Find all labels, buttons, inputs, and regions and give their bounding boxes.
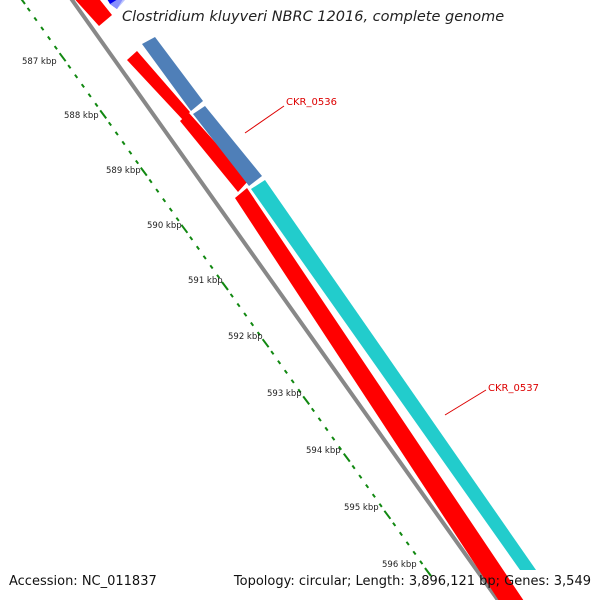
- ruler-minor-tick: [317, 417, 322, 422]
- ruler-major-tick: [99, 109, 107, 120]
- ruler-minor-tick: [47, 35, 52, 41]
- ruler-minor-tick: [107, 121, 112, 127]
- ruler-minor-tick: [338, 445, 343, 451]
- ruler-minor-tick: [283, 369, 288, 374]
- ruler-minor-tick: [128, 150, 133, 155]
- ruler-minor-tick: [324, 426, 329, 432]
- ruler-minor-tick: [243, 312, 248, 317]
- ruler-minor-tick: [365, 484, 370, 489]
- ruler-minor-tick: [351, 464, 356, 470]
- callout-line-CKR_0536: [244, 105, 285, 134]
- ruler-minor-tick: [256, 331, 261, 336]
- ruler-minor-tick: [378, 503, 383, 508]
- ruler-minor-tick: [236, 302, 241, 308]
- ruler-track: 587 kbp 588 kbp 589 kbp 590 kbp 591 kbp 592 k…: [20, 0, 432, 577]
- ruler-minor-tick: [277, 360, 282, 365]
- map-title: Clostridium kluyveri NBRC 12016, complet…: [122, 9, 505, 25]
- ruler-tick-label: 588 kbp: [64, 111, 99, 121]
- ruler-minor-tick: [392, 522, 397, 527]
- gene-arrow-red-1[interactable]: [127, 51, 190, 120]
- ruler-major-tick: [424, 567, 432, 577]
- genome-summary: Topology: circular; Length: 3,896,121 bp…: [233, 574, 591, 589]
- ruler-minor-tick: [26, 7, 31, 12]
- ruler-minor-tick: [121, 140, 126, 146]
- ruler-minor-tick: [94, 102, 99, 108]
- ruler-minor-tick: [175, 217, 180, 222]
- ruler-minor-tick: [398, 531, 403, 537]
- ruler-major-tick: [221, 281, 229, 291]
- ruler-minor-tick: [250, 321, 255, 327]
- ruler-minor-tick: [148, 178, 153, 184]
- ruler-tick-label: 589 kbp: [106, 166, 141, 176]
- ruler-minor-tick: [202, 255, 207, 260]
- ruler-minor-tick: [155, 188, 160, 193]
- ruler-tick-label: 593 kbp: [267, 389, 302, 399]
- gene-arrow-red-long[interactable]: [235, 188, 530, 600]
- gene-CKR_0536-segment-2[interactable]: [193, 106, 262, 186]
- gene-CKR_0537-body[interactable]: [251, 180, 536, 570]
- ruler-minor-tick: [419, 560, 424, 565]
- ruler-minor-tick: [412, 550, 417, 556]
- ruler-minor-tick: [135, 159, 140, 165]
- ruler-minor-tick: [53, 45, 58, 50]
- ruler-major-tick: [342, 453, 351, 463]
- ruler-minor-tick: [371, 493, 376, 498]
- ruler-tick-label: 594 kbp: [306, 446, 341, 456]
- gene-arrow-red-2[interactable]: [180, 113, 249, 192]
- gene-arrow-blue-shade: [110, 0, 125, 9]
- ruler-minor-tick: [168, 207, 173, 212]
- genome-backbone: [69, 0, 501, 600]
- ruler-minor-tick: [310, 407, 315, 413]
- feature-track: CKR_0536 CKR_0537: [69, 0, 539, 600]
- gene-CKR_0536-segment-1[interactable]: [142, 37, 203, 111]
- ruler-tick-label: 595 kbp: [344, 503, 379, 513]
- ruler-minor-tick: [33, 16, 38, 22]
- ruler-minor-tick: [297, 388, 302, 394]
- ruler-tick-label: 591 kbp: [188, 276, 223, 286]
- ruler-major-tick: [302, 395, 311, 405]
- ruler-minor-tick: [216, 274, 221, 279]
- ruler-minor-tick: [229, 293, 234, 298]
- ruler-minor-tick: [87, 93, 92, 98]
- ruler-major-tick: [180, 224, 189, 234]
- ruler-minor-tick: [189, 236, 194, 241]
- ruler-minor-tick: [67, 64, 72, 69]
- ruler-major-tick: [383, 510, 392, 520]
- ruler-minor-tick: [358, 474, 363, 479]
- ruler-major-tick: [261, 338, 270, 348]
- callout-line-CKR_0537: [444, 389, 487, 416]
- gene-arrow-red-upstream[interactable]: [70, 0, 112, 26]
- ruler-major-tick: [140, 167, 148, 177]
- ruler-minor-tick: [40, 26, 45, 31]
- ruler-tick-label: 590 kbp: [147, 221, 182, 231]
- ruler-minor-tick: [209, 264, 214, 270]
- ruler-minor-tick: [162, 198, 167, 203]
- ruler-tick-label: 587 kbp: [22, 57, 57, 67]
- ruler-minor-tick: [331, 436, 336, 441]
- ruler-major-tick: [58, 52, 67, 62]
- ruler-minor-tick: [74, 74, 79, 79]
- gene-label-CKR_0537[interactable]: CKR_0537: [488, 383, 539, 394]
- accession-label: Accession: NC_011837: [9, 574, 157, 589]
- ruler-major-tick: [20, 0, 26, 5]
- ruler-minor-tick: [290, 379, 295, 384]
- ruler-tick-label: 596 kbp: [382, 560, 417, 570]
- ruler-minor-tick: [195, 245, 200, 251]
- ruler-tick-label: 592 kbp: [228, 332, 263, 342]
- ruler-minor-tick: [114, 131, 119, 136]
- ruler-minor-tick: [270, 350, 275, 355]
- gene-label-CKR_0536[interactable]: CKR_0536: [286, 97, 337, 108]
- ruler-minor-tick: [405, 541, 410, 546]
- ruler-minor-tick: [80, 83, 85, 89]
